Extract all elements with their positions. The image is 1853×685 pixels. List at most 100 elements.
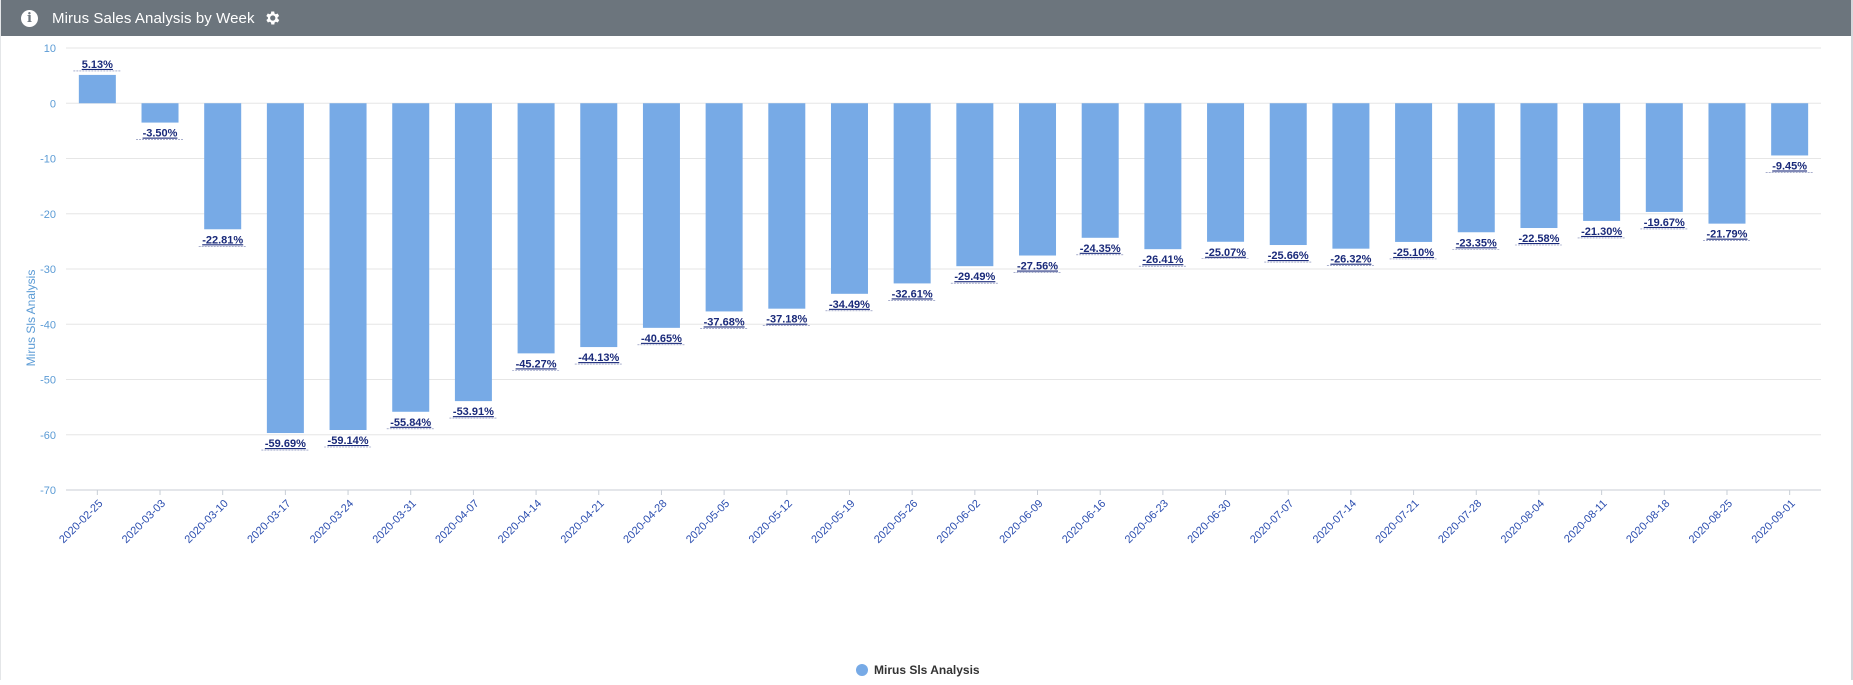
y-tick-label: -50: [40, 375, 56, 387]
bar: [78, 74, 116, 104]
data-label: -53.91%: [453, 406, 494, 418]
bar: [1019, 103, 1057, 256]
data-label: -32.61%: [892, 288, 933, 300]
data-label: -22.81%: [202, 234, 243, 246]
data-label: -24.35%: [1080, 243, 1121, 255]
data-label: -37.68%: [704, 316, 745, 328]
bar: [1269, 103, 1307, 246]
data-label: -45.27%: [516, 358, 557, 370]
legend[interactable]: Mirus Sls Analysis: [856, 663, 980, 677]
bar: [705, 103, 743, 312]
bar: [204, 103, 242, 230]
panel-title: Mirus Sales Analysis by Week: [52, 9, 255, 27]
data-label: -19.67%: [1644, 217, 1685, 229]
bar: [580, 103, 618, 348]
x-tick-label: 2020-07-28: [1436, 498, 1484, 546]
data-labels: 5.13% -3.50% -22.81% -59.69% -59.14% -55.84% -…: [73, 59, 1814, 451]
bar: [1583, 103, 1621, 221]
x-tick-label: 2020-08-04: [1499, 498, 1547, 546]
bar: [1771, 103, 1809, 156]
panel-header: i Mirus Sales Analysis by Week: [1, 0, 1851, 36]
bar: [1708, 103, 1746, 224]
chart-area: 10 0 -10 -20 -30 -40 -50 -60 -70 Mirus Sls Analy…: [1, 36, 1852, 680]
x-tick-label: 2020-04-07: [433, 498, 481, 546]
y-tick-label: 10: [44, 43, 56, 55]
x-tick-label: 2020-02-25: [57, 498, 105, 546]
x-tick-label: 2020-06-02: [935, 498, 983, 546]
data-label: -25.07%: [1205, 247, 1246, 259]
x-tick-label: 2020-05-26: [872, 498, 920, 546]
x-tick-label: 2020-03-03: [120, 498, 168, 546]
x-tick-label: 2020-05-05: [684, 498, 732, 546]
x-tick-label: 2020-08-18: [1624, 498, 1672, 546]
bar: [1144, 103, 1182, 250]
y-tick-label: -40: [40, 319, 56, 331]
y-tick-label: -30: [40, 264, 56, 276]
bar: [454, 103, 492, 402]
bar: [1081, 103, 1119, 238]
data-label: -21.79%: [1706, 229, 1747, 241]
bar: [893, 103, 931, 284]
bar: [1207, 103, 1245, 242]
data-label: -59.69%: [265, 438, 306, 450]
x-tick-label: 2020-03-24: [308, 498, 356, 546]
x-tick-label: 2020-06-30: [1185, 498, 1233, 546]
x-tick-label: 2020-03-31: [371, 498, 419, 546]
x-tick-label: 2020-05-12: [747, 498, 795, 546]
bar: [768, 103, 806, 309]
x-tick-label: 2020-04-14: [496, 498, 544, 546]
data-label: -29.49%: [954, 271, 995, 283]
x-tick-label: 2020-05-19: [809, 498, 857, 546]
bar: [392, 103, 430, 412]
gear-icon[interactable]: [263, 9, 281, 27]
data-label: -3.50%: [143, 128, 178, 140]
data-label: -9.45%: [1772, 160, 1807, 172]
data-label: -40.65%: [641, 333, 682, 345]
x-tick-label: 2020-07-21: [1373, 498, 1421, 546]
x-tick-label: 2020-03-17: [245, 498, 293, 546]
bar: [956, 103, 994, 267]
bar-chart: 10 0 -10 -20 -30 -40 -50 -60 -70 Mirus Sls Analy…: [24, 43, 1821, 677]
data-label: -26.41%: [1142, 254, 1183, 266]
x-tick-label: 2020-06-09: [997, 498, 1045, 546]
x-axis-ticks: 2020-02-25 2020-03-03 2020-03-10 2020-03-17…: [57, 490, 1798, 546]
data-label: -34.49%: [829, 299, 870, 311]
x-tick-label: 2020-04-21: [559, 498, 607, 546]
y-axis-ticks: 10 0 -10 -20 -30 -40 -50 -60 -70: [40, 43, 56, 497]
data-label: -22.58%: [1518, 233, 1559, 245]
bar: [329, 103, 367, 430]
data-label: -25.10%: [1393, 247, 1434, 259]
x-tick-label: 2020-09-01: [1750, 498, 1798, 546]
y-tick-label: -70: [40, 485, 56, 497]
info-circle-icon[interactable]: i: [21, 9, 38, 27]
bar: [141, 103, 179, 123]
bar: [266, 103, 304, 434]
bar: [1395, 103, 1433, 242]
bar: [1332, 103, 1370, 249]
y-tick-label: -60: [40, 430, 56, 442]
bar: [1645, 103, 1683, 212]
data-label: -25.66%: [1268, 250, 1309, 262]
bar: [1457, 103, 1495, 233]
data-label: -55.84%: [390, 417, 431, 429]
bar: [517, 103, 555, 354]
data-label: 5.13%: [82, 59, 113, 71]
x-tick-label: 2020-08-11: [1562, 498, 1610, 546]
bar: [642, 103, 680, 328]
legend-label: Mirus Sls Analysis: [874, 663, 980, 677]
bars: [78, 74, 1809, 434]
x-tick-label: 2020-07-14: [1311, 498, 1359, 546]
x-tick-label: 2020-06-23: [1123, 498, 1171, 546]
data-label: -37.18%: [766, 314, 807, 326]
data-label: -44.13%: [578, 352, 619, 364]
data-label: -23.35%: [1456, 237, 1497, 249]
y-tick-label: 0: [50, 98, 56, 110]
legend-marker: [856, 664, 868, 676]
data-label: -26.32%: [1330, 254, 1371, 266]
bar: [830, 103, 868, 294]
y-tick-label: -20: [40, 209, 56, 221]
x-tick-label: 2020-04-28: [621, 498, 669, 546]
data-label: -21.30%: [1581, 226, 1622, 238]
data-label: -59.14%: [328, 435, 369, 447]
